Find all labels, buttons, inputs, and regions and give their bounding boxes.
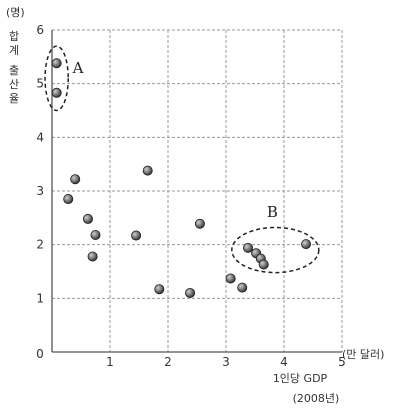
origin-label: 0 [36,347,44,361]
data-point [195,219,204,228]
data-point [143,166,152,175]
x-axis-unit: (만 달러) [342,348,384,361]
y-tick-label: 1 [36,291,44,305]
y-tick-label: 2 [36,238,44,252]
data-point [243,243,252,252]
data-point [52,59,61,68]
data-point [83,214,92,223]
y-axis-label-char: 산 [9,78,19,91]
x-axis-label-year: (2008년) [293,392,340,405]
x-axis-label: 1인당 GDP [273,372,328,385]
data-point [132,231,141,240]
group-ellipses: AB [45,46,319,272]
y-axis-label-char: 출 [9,64,19,77]
y-axis-unit: (명) [6,6,25,19]
data-point [259,260,268,269]
data-point [238,283,247,292]
data-point [91,230,100,239]
data-point [71,175,80,184]
data-point [226,274,235,283]
data-point [64,194,73,203]
y-axis-label-char: 율 [9,92,19,105]
y-tick-label: 6 [36,23,44,37]
y-tick-label: 3 [36,184,44,198]
group-label-b: B [267,203,278,221]
data-point [301,240,310,249]
group-ellipse-a [45,46,68,110]
y-axis-label-char: 합 [9,30,19,43]
data-point [155,285,164,294]
y-tick-label: 5 [36,77,44,91]
x-tick-label: 4 [280,355,288,369]
x-tick-label: 2 [164,355,172,369]
data-point [185,288,194,297]
data-point [88,252,97,261]
data-points [52,59,311,298]
data-point [52,88,61,97]
group-label-a: A [72,59,84,77]
grid-lines [52,30,342,352]
y-tick-label: 4 [36,130,44,144]
x-tick-label: 1 [106,355,114,369]
x-tick-label: 3 [222,355,230,369]
y-axis-label-char: 계 [9,44,19,57]
